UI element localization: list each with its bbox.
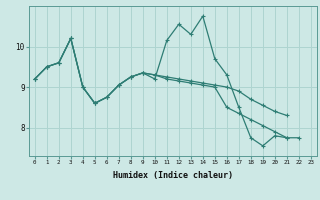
X-axis label: Humidex (Indice chaleur): Humidex (Indice chaleur): [113, 171, 233, 180]
